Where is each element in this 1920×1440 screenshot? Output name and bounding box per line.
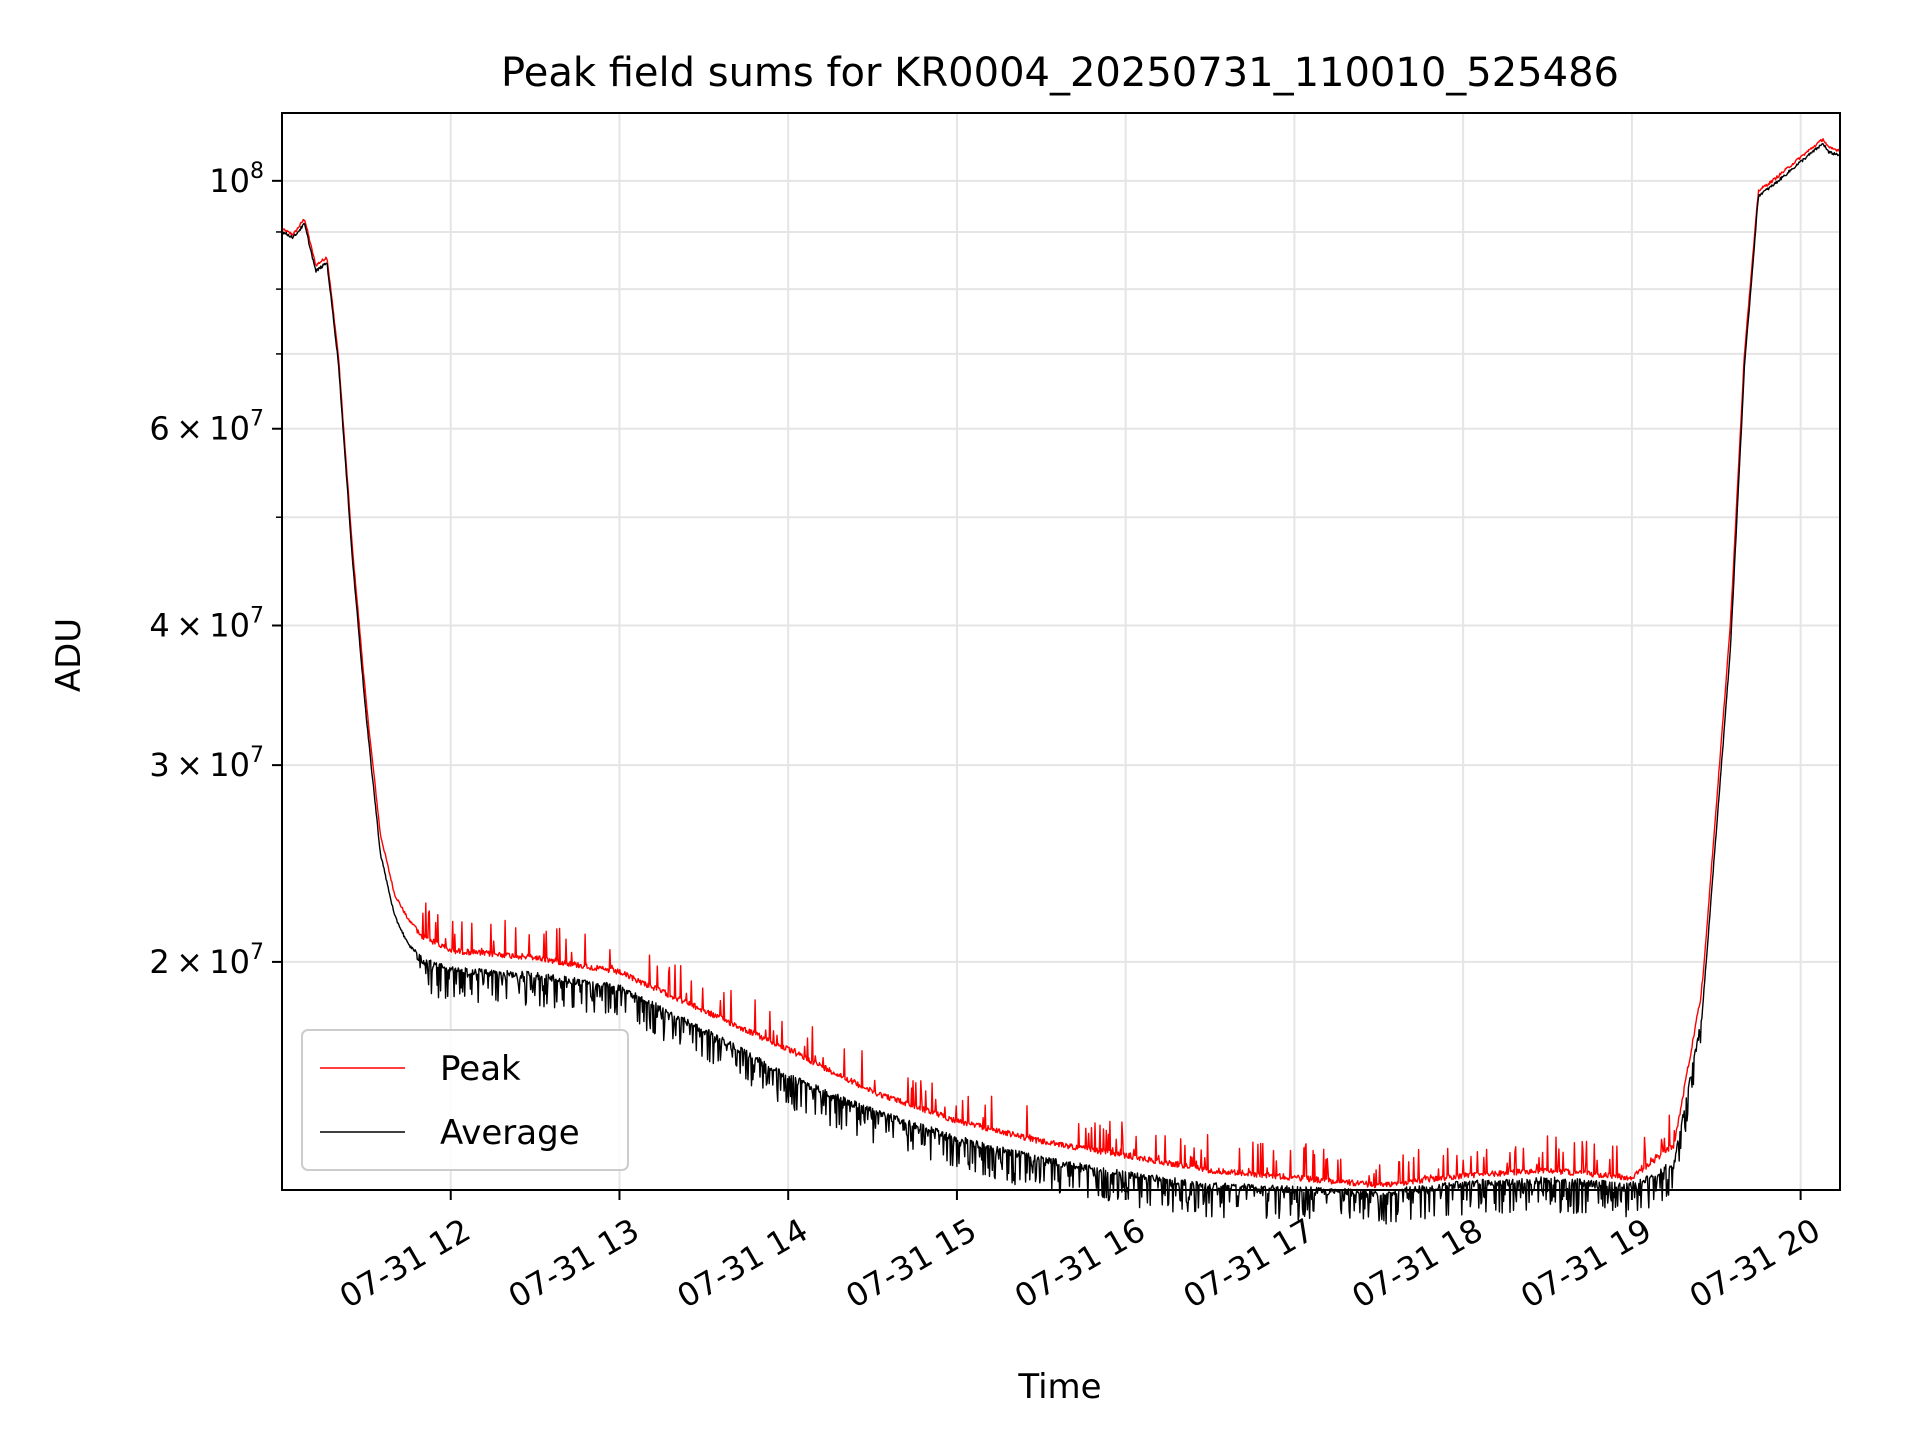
y-tick-base: 10 — [209, 162, 250, 200]
y-tick-label: 6 × 107 — [149, 407, 264, 448]
y-tick-mantissa: 3 — [149, 746, 169, 784]
gridlines — [282, 113, 1840, 1190]
series-lines — [281, 137, 1841, 1225]
y-tick-exponent: 8 — [250, 159, 264, 184]
legend: Peak Average — [301, 1029, 629, 1171]
x-axis-label: Time — [1017, 1367, 1101, 1407]
y-tick-mantissa: 4 — [149, 607, 169, 645]
y-tick-times: × 10 — [170, 943, 250, 981]
legend-label-peak: Peak — [440, 1049, 521, 1089]
y-tick-exponent: 7 — [250, 743, 264, 768]
y-tick-label: 2 × 107 — [149, 940, 264, 981]
y-tick-mantissa: 6 — [149, 410, 169, 448]
y-tick-label: 3 × 107 — [149, 743, 264, 784]
y-tick-times: × 10 — [170, 410, 250, 448]
y-tick-exponent: 7 — [250, 604, 264, 629]
y-tick-exponent: 7 — [250, 407, 264, 432]
y-tick-times: × 10 — [170, 746, 250, 784]
series-line-peak — [281, 137, 1841, 1189]
chart-title: Peak field sums for KR0004_20250731_1100… — [501, 50, 1619, 96]
legend-frame — [301, 1029, 629, 1171]
series-line-average — [281, 142, 1841, 1225]
y-tick-exponent: 7 — [250, 940, 264, 965]
y-axis-label: ADU — [49, 618, 89, 692]
plot-frame — [281, 112, 1841, 1191]
legend-label-average: Average — [440, 1113, 580, 1153]
y-tick-label: 108 — [209, 159, 264, 200]
y-tick-label: 4 × 107 — [149, 604, 264, 645]
y-tick-mantissa: 2 — [149, 943, 169, 981]
y-tick-times: × 10 — [170, 607, 250, 645]
